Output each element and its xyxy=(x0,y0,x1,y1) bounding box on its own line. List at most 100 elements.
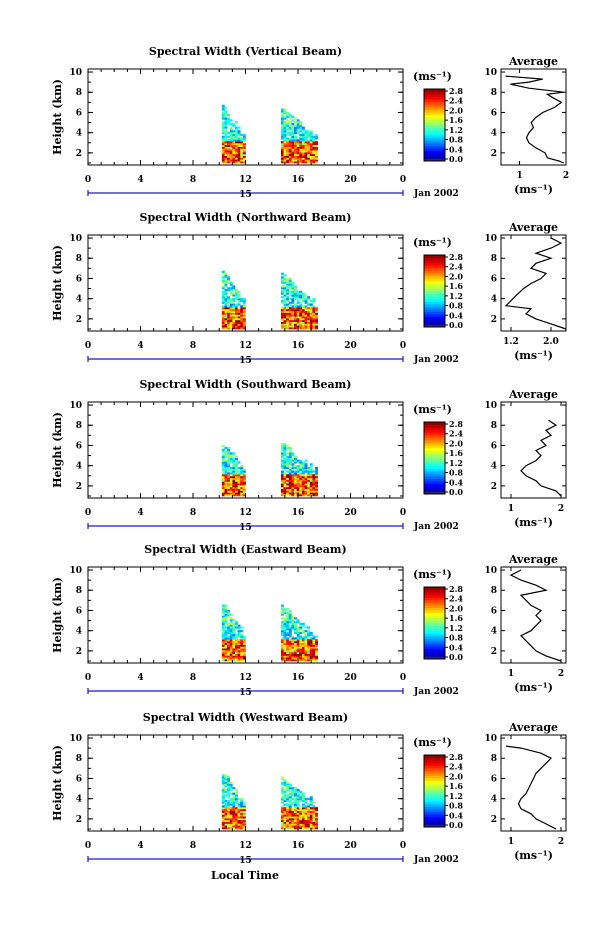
heatmap-cell xyxy=(240,150,244,153)
heatmap-cell xyxy=(304,155,308,158)
heatmap-cell xyxy=(307,631,311,634)
heatmap-cell xyxy=(286,608,290,611)
heatmap-cell xyxy=(242,803,246,806)
colorbar-unit: (ms⁻¹) xyxy=(413,403,452,416)
heatmap-cell xyxy=(315,486,318,489)
heatmap-cell xyxy=(291,150,295,153)
colorbar-segment xyxy=(424,450,445,454)
heatmap-cell xyxy=(221,657,225,660)
heatmap-cell xyxy=(286,133,290,136)
heatmap-cell xyxy=(307,325,311,328)
heatmap-cell xyxy=(291,472,295,475)
heatmap-cell xyxy=(280,492,284,495)
heatmap-cell xyxy=(288,316,292,319)
colorbar-segment xyxy=(424,816,445,820)
heatmap-cell xyxy=(286,305,290,308)
heatmap-cell xyxy=(240,316,244,319)
heatmap-cell xyxy=(296,490,300,493)
heatmap-cell xyxy=(224,310,228,313)
heatmap-cell xyxy=(224,494,228,497)
colorbar-segment xyxy=(424,463,445,467)
heatmap-cell xyxy=(312,488,316,491)
heatmap-cell xyxy=(229,130,233,133)
heatmap-cell xyxy=(237,161,241,164)
heatmap-cell xyxy=(221,325,225,328)
heatmap-cell xyxy=(221,799,225,802)
heatmap-cell xyxy=(312,307,316,310)
heatmap-cell xyxy=(280,659,284,662)
heatmap-cell xyxy=(307,630,311,633)
heatmap-cell xyxy=(280,446,284,449)
heatmap-cell xyxy=(294,474,297,477)
heatmap-cell xyxy=(221,653,225,656)
heatmap-cell xyxy=(232,465,236,468)
heatmap-cell xyxy=(312,637,316,640)
heatmap-cell xyxy=(286,620,290,624)
heatmap-cell xyxy=(221,818,225,821)
heatmap-cell xyxy=(227,301,231,304)
heatmap-cell xyxy=(240,486,244,489)
heatmap-cell xyxy=(296,630,300,633)
heatmap-cell xyxy=(291,159,295,162)
heatmap-cell xyxy=(280,146,284,149)
heatmap-cell xyxy=(224,455,228,459)
heatmap-cell xyxy=(227,319,231,322)
heatmap-cell xyxy=(288,812,292,815)
heatmap-cell xyxy=(291,141,295,144)
average-x-tick-label: 2 xyxy=(558,837,564,847)
colorbar-tick-label: 1.2 xyxy=(449,291,463,301)
heatmap-cell xyxy=(309,653,313,656)
heatmap-cell xyxy=(301,312,305,315)
heatmap-cell xyxy=(304,798,308,801)
colorbar-segment xyxy=(424,824,445,828)
heatmap-cell xyxy=(229,481,233,484)
heatmap-cell xyxy=(235,488,238,491)
heatmap-cell xyxy=(288,827,292,830)
heatmap-cell xyxy=(224,119,228,122)
heatmap-cell xyxy=(232,294,236,297)
heatmap-cell xyxy=(288,318,292,321)
heatmap-cell xyxy=(301,296,305,299)
x-tick-label: 4 xyxy=(137,175,143,185)
average-title: Average xyxy=(508,221,558,234)
heatmap-cell xyxy=(309,319,313,322)
heatmap-cell xyxy=(291,492,295,495)
heatmap-cell xyxy=(280,604,284,607)
heatmap-cell xyxy=(224,606,228,609)
heatmap-cell xyxy=(283,301,287,304)
heatmap-cell xyxy=(221,161,225,164)
heatmap-cell xyxy=(291,798,295,801)
heatmap-cell xyxy=(242,644,246,647)
heatmap-cell xyxy=(304,308,308,312)
heatmap-cell xyxy=(280,150,284,153)
heatmap-cell xyxy=(280,144,284,147)
heatmap-cell xyxy=(221,308,225,312)
heatmap-cell xyxy=(307,155,311,158)
heatmap-cell xyxy=(291,299,295,302)
colorbar-segment xyxy=(424,257,445,261)
heatmap-cell xyxy=(291,325,295,328)
heatmap-cell xyxy=(309,490,313,493)
heatmap-cell xyxy=(309,137,313,140)
average-x-tick-label: 1 xyxy=(508,837,514,847)
heatmap-cell xyxy=(283,474,287,477)
heatmap-cell xyxy=(280,135,284,138)
heatmap-cell xyxy=(288,152,292,155)
heatmap-cell xyxy=(312,470,316,473)
heatmap-cell xyxy=(237,486,241,489)
heatmap-cell xyxy=(283,486,287,489)
heatmap-cell xyxy=(240,146,244,149)
heatmap-cell xyxy=(242,818,246,821)
heatmap-cell xyxy=(312,639,316,642)
heatmap-cell xyxy=(309,803,313,806)
heatmap-cell xyxy=(240,307,244,310)
heatmap-cell xyxy=(304,648,308,651)
heatmap-cell xyxy=(280,157,284,160)
heatmap-cell xyxy=(280,788,284,792)
heatmap-cell xyxy=(229,619,233,622)
heatmap-cell xyxy=(299,130,303,133)
heatmap-cell xyxy=(280,814,284,817)
colorbar-unit: (ms⁻¹) xyxy=(413,568,452,581)
x-tick-label: 16 xyxy=(292,673,305,683)
heatmap-cell xyxy=(235,637,238,640)
